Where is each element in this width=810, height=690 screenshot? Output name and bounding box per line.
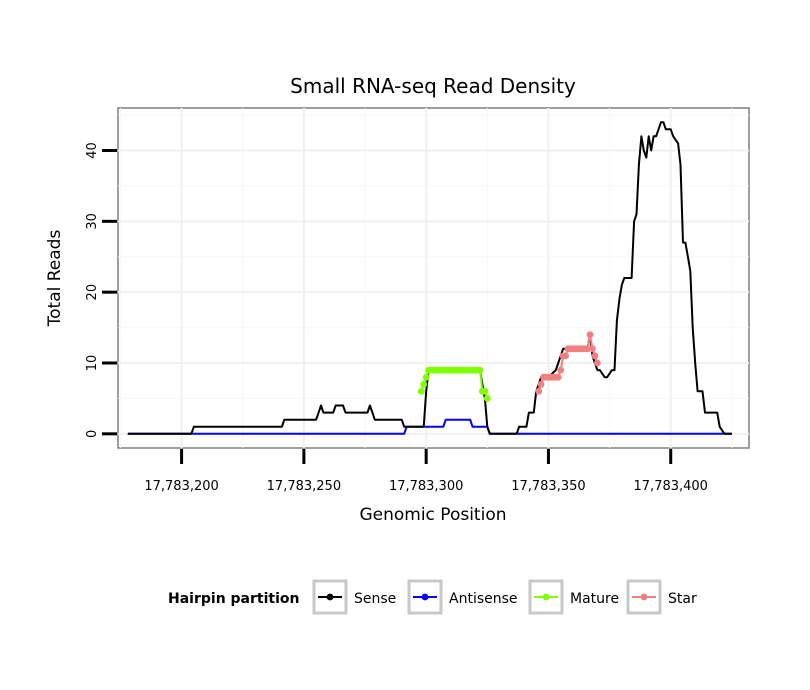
x-tick-label: 17,783,200 <box>144 479 218 494</box>
y-tick-label: 0 <box>85 430 100 438</box>
data-point-star <box>562 352 569 360</box>
y-tick-label: 10 <box>85 355 100 372</box>
data-point-star <box>554 373 562 381</box>
legend-label: Antisense <box>449 591 518 607</box>
data-point-mature <box>481 387 489 395</box>
data-point-star <box>584 345 591 353</box>
y-tick-label: 20 <box>85 284 100 301</box>
data-point-star <box>589 345 596 353</box>
data-point-mature <box>420 380 428 388</box>
panel-background <box>117 107 750 449</box>
x-tick-label: 17,783,350 <box>511 479 585 494</box>
x-tick-label: 17,783,250 <box>267 479 341 494</box>
legend-key-point <box>542 593 550 601</box>
series-layer <box>127 121 732 435</box>
legend-label: Star <box>668 591 697 607</box>
y-axis-label: Total Reads <box>45 230 65 328</box>
x-tick-label: 17,783,300 <box>389 479 463 494</box>
legend-label: Sense <box>354 591 396 607</box>
y-tick-label: 30 <box>85 213 100 230</box>
axis-layer: 17,783,200 17,783,250 17,783,300 17,783,350… <box>85 142 708 494</box>
chart-title: Small RNA-seq Read Density <box>290 74 576 98</box>
legend-item-star: Star <box>626 579 697 615</box>
data-point-star <box>586 331 594 339</box>
legend-key-point <box>326 593 334 601</box>
data-point-star <box>535 387 543 395</box>
x-axis-label: Genomic Position <box>359 505 506 525</box>
legend-item-antisense: Antisense <box>407 579 518 615</box>
data-point-star <box>594 359 601 367</box>
legend-label: Mature <box>570 591 619 607</box>
legend-key-point <box>640 593 648 601</box>
data-point-star <box>557 366 565 374</box>
legend-item-sense: Sense <box>312 579 396 615</box>
legend-title: Hairpin partition <box>168 591 299 607</box>
data-point-mature <box>483 395 491 402</box>
y-tick-label: 40 <box>85 142 100 159</box>
legend-key-point <box>421 593 429 601</box>
data-point-star <box>537 380 545 388</box>
data-point-mature <box>417 387 425 395</box>
legend: Hairpin partition Sense Antisense Mature St… <box>168 579 697 615</box>
legend-item-mature: Mature <box>528 579 619 615</box>
data-point-mature <box>476 366 484 374</box>
x-tick-label: 17,783,400 <box>634 479 708 494</box>
data-point-star <box>591 352 599 360</box>
data-point-mature <box>422 373 430 381</box>
